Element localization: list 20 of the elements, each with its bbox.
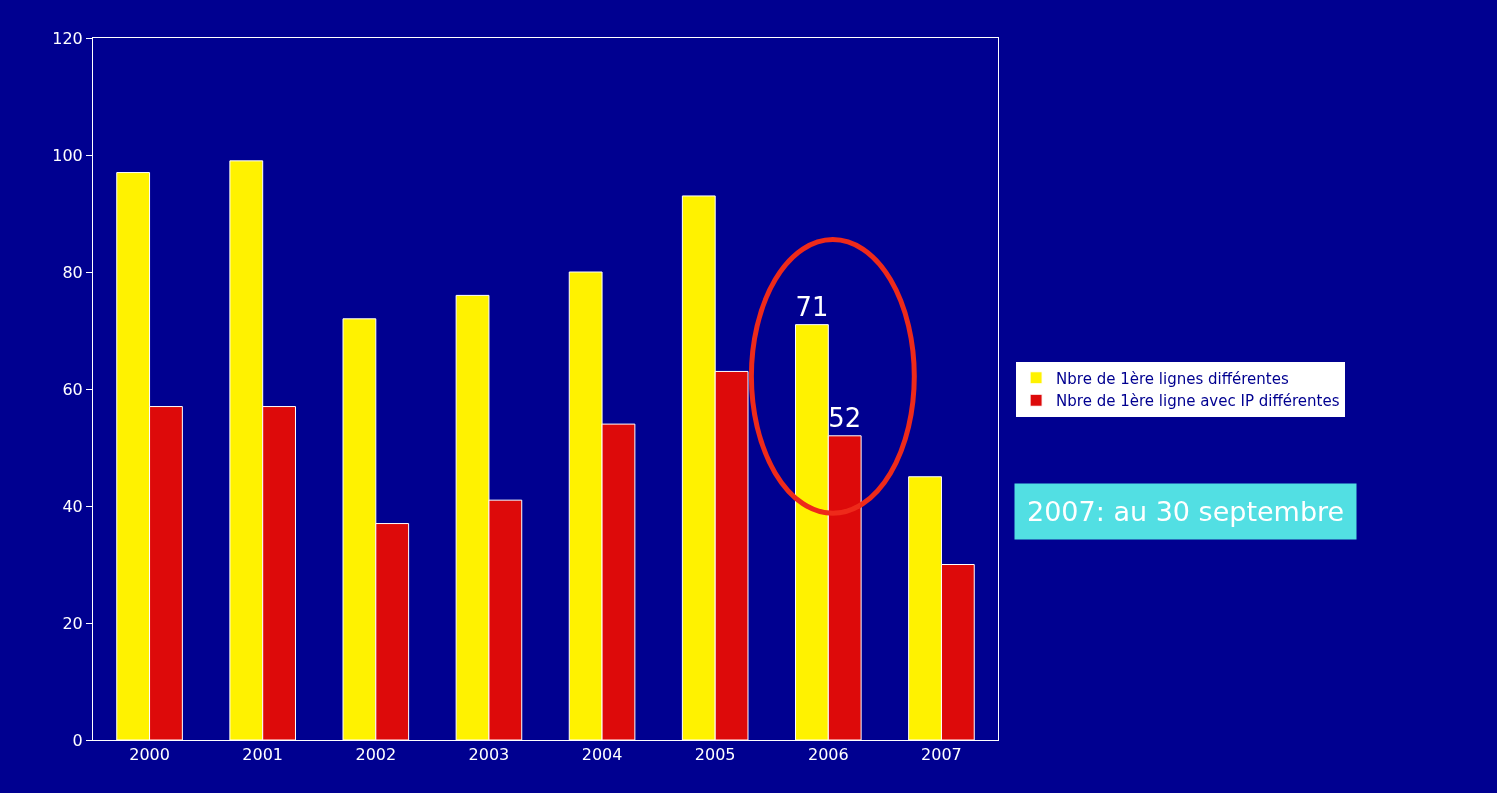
x-tick-label: 2007 (921, 745, 962, 765)
x-tick-label: 2002 (355, 745, 397, 765)
text: 2007: au 30 septembre (1027, 496, 1345, 527)
y-tick-label: 0 (72, 730, 83, 750)
legend-label: Nbre de 1ère lignes différentes (1056, 369, 1289, 388)
y-tick-label: 100 (52, 145, 83, 165)
x-tick-label: 2000 (129, 745, 170, 765)
y-tick-label: 20 (62, 613, 83, 633)
x-tick-label: 2001 (242, 745, 284, 765)
legend-label: Nbre de 1ère ligne avec IP différentes (1056, 392, 1340, 411)
data-label: 52 (828, 402, 862, 433)
data-label: 71 (795, 291, 829, 322)
x-tick-label: 2003 (468, 745, 510, 765)
y-tick-label: 120 (52, 28, 83, 48)
y-tick-label: 40 (62, 496, 83, 516)
y-tick-label: 60 (62, 379, 83, 399)
x-tick-label: 2006 (807, 745, 849, 765)
y-tick-label: 80 (62, 262, 83, 282)
x-tick-label: 2005 (694, 745, 736, 765)
x-tick-label: 2004 (581, 745, 623, 765)
